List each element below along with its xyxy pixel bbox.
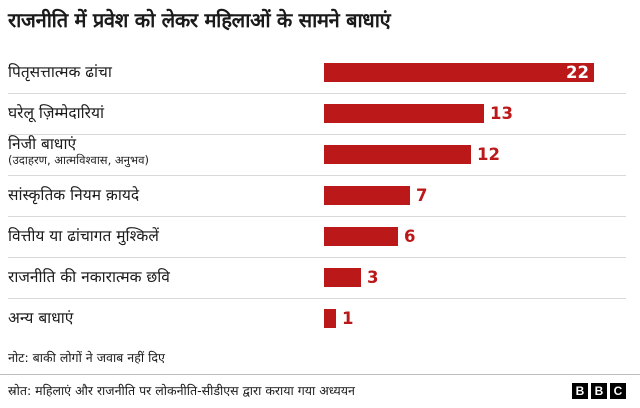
category-label-text: अन्य बाधाएं	[8, 309, 74, 327]
chart-row: सांस्कृतिक नियम क़ायदे 7	[0, 176, 640, 217]
category-label-text: वित्तीय या ढांचागत मुश्किलें	[8, 227, 159, 245]
row-divider	[8, 175, 626, 176]
row-divider	[8, 298, 626, 299]
category-label-text: सांस्कृतिक नियम क़ायदे	[8, 186, 140, 204]
category-label: वित्तीय या ढांचागत मुश्किलें	[8, 227, 159, 245]
row-divider	[8, 257, 626, 258]
category-label: अन्य बाधाएं	[8, 309, 73, 327]
bar	[324, 309, 336, 328]
footnote: नोट: बाकी लोगों ने जवाब नहीं दिए	[8, 350, 165, 365]
logo-letter-2: B	[591, 383, 607, 399]
source-divider	[0, 374, 640, 375]
row-divider	[8, 216, 626, 217]
bar	[324, 268, 361, 287]
chart-row: पितृसत्तात्मक ढांचा 22	[0, 53, 640, 94]
source-text: स्रोत: महिलाएं और राजनीति पर लोकनीति-सीड…	[8, 383, 355, 398]
chart-row: वित्तीय या ढांचागत मुश्किलें 6	[0, 217, 640, 258]
category-label: राजनीति की नकारात्मक छवि	[8, 268, 170, 286]
category-label-text: निजी बाधाएं	[8, 135, 77, 153]
value-label: 22	[566, 63, 589, 82]
bar	[324, 63, 594, 82]
chart-row: निजी बाधाएं (उदाहरण, आत्मविश्वास, अनुभव) 1…	[0, 135, 640, 176]
value-label: 3	[367, 268, 379, 287]
value-label: 7	[416, 186, 428, 205]
bar	[324, 145, 471, 164]
bar	[324, 227, 398, 246]
value-label: 13	[490, 104, 513, 123]
value-label: 12	[477, 145, 500, 164]
category-label-text: घरेलू ज़िम्मेदारियां	[8, 104, 104, 122]
logo-letter-3: C	[610, 383, 626, 399]
category-label: घरेलू ज़िम्मेदारियां	[8, 104, 104, 122]
category-label-text: पितृसत्तात्मक ढांचा	[8, 63, 112, 81]
value-label: 6	[404, 227, 416, 246]
row-divider	[8, 93, 626, 94]
bar	[324, 104, 484, 123]
chart-row: घरेलू ज़िम्मेदारियां 13	[0, 94, 640, 135]
chart-title: राजनीति में प्रवेश को लेकर महिलाओं के सा…	[8, 8, 391, 32]
category-label: निजी बाधाएं (उदाहरण, आत्मविश्वास, अनुभव)	[8, 135, 149, 167]
chart-row: अन्य बाधाएं 1	[0, 299, 640, 340]
row-divider	[8, 134, 626, 135]
category-label: पितृसत्तात्मक ढांचा	[8, 63, 112, 81]
value-label: 1	[342, 309, 354, 328]
category-label-text: राजनीति की नकारात्मक छवि	[8, 268, 170, 286]
category-label: सांस्कृतिक नियम क़ायदे	[8, 186, 139, 204]
chart-row: राजनीति की नकारात्मक छवि 3	[0, 258, 640, 299]
bbc-logo: B B C	[572, 383, 626, 399]
bar	[324, 186, 410, 205]
category-sublabel: (उदाहरण, आत्मविश्वास, अनुभव)	[8, 153, 150, 167]
logo-letter-1: B	[572, 383, 588, 399]
bar-chart: पितृसत्तात्मक ढांचा 22 घरेलू ज़िम्मेदारिया…	[0, 53, 640, 333]
